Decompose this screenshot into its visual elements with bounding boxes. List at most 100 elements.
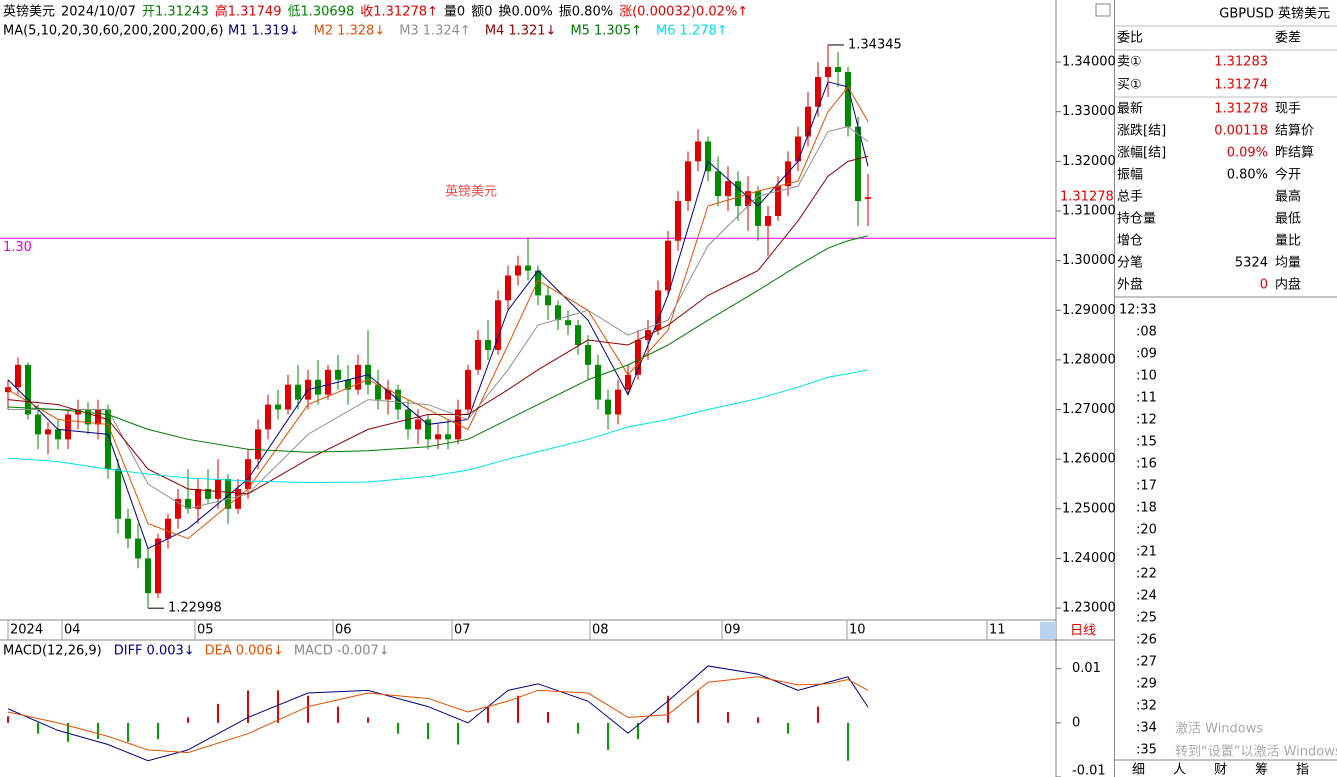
candle-body	[735, 181, 741, 207]
candle-body	[415, 419, 421, 430]
x-tick-label: 05	[197, 623, 214, 638]
row-label: 最新	[1117, 101, 1143, 117]
candle-body	[105, 409, 111, 470]
row-label: 涨幅[结]	[1117, 146, 1166, 161]
x-tick-label: 08	[592, 623, 609, 638]
x-tick-label: 07	[454, 623, 471, 638]
legend-value: 0.003↓	[147, 644, 195, 659]
window-button[interactable]	[1095, 3, 1111, 17]
candle-body	[65, 414, 71, 440]
time-item: :22	[1136, 567, 1157, 582]
tab[interactable]: 筹	[1255, 762, 1268, 777]
row-label2: 现手	[1275, 102, 1301, 117]
row-label: 分笔	[1117, 255, 1143, 271]
period-label: 日线	[1070, 624, 1096, 639]
row-label: 外盘	[1117, 277, 1143, 293]
candle-body	[675, 201, 681, 241]
candle-body	[665, 240, 671, 291]
candle-body	[815, 76, 821, 107]
candle-body	[385, 389, 391, 400]
row-label2: 今开	[1275, 167, 1301, 183]
time-item: :29	[1136, 677, 1157, 692]
header-item: 英镑美元	[3, 4, 55, 20]
candle-body	[575, 325, 581, 346]
row-value: 1.31278	[1214, 102, 1268, 117]
candle-body	[715, 171, 721, 197]
candle-body	[695, 141, 701, 162]
row-label2: 内盘	[1275, 277, 1301, 293]
candle-body	[495, 300, 501, 350]
row-label2: 委差	[1275, 31, 1301, 46]
candle-body	[55, 429, 61, 440]
y-tick-label: 1.32000	[1062, 154, 1116, 169]
header-item: 额0	[471, 5, 492, 20]
macd-line	[7, 665, 869, 762]
candle-body	[465, 369, 471, 410]
candle-body	[335, 369, 341, 380]
time-item: :16	[1136, 457, 1157, 472]
candle-body	[745, 191, 751, 207]
macd-line	[7, 676, 869, 754]
candle-body	[605, 399, 611, 415]
tab[interactable]: 细	[1132, 763, 1145, 777]
x-tick-label: 2024	[10, 623, 43, 638]
ma-line	[7, 235, 869, 453]
panel-title: GBPUSD 英镑美元	[1219, 6, 1330, 22]
candle-body	[445, 434, 451, 440]
macd-title: MACD(12,26,9)	[3, 644, 102, 659]
candle-body	[85, 409, 91, 425]
header-item: 涨(0.00032)0.02%↑	[619, 5, 748, 20]
row-value: 0.00118	[1214, 124, 1268, 139]
legend-title: MA(5,10,20,30,60,200,200,200,6)	[3, 24, 223, 39]
tab[interactable]: 财	[1214, 763, 1227, 777]
row-value: 1.31274	[1214, 78, 1268, 93]
y-tick-label: 1.23000	[1062, 601, 1116, 616]
time-item: :32	[1136, 699, 1157, 714]
legend-value: -0.007↓	[337, 644, 390, 659]
candle-body	[845, 71, 851, 127]
row-label: 卖①	[1117, 55, 1142, 70]
candle-body	[615, 389, 621, 415]
candle-body	[145, 558, 151, 594]
candle-body	[235, 488, 241, 509]
legend-name: M6	[656, 24, 676, 39]
row-label2: 量比	[1275, 234, 1301, 249]
candle-body	[325, 369, 331, 395]
candle-body	[345, 379, 351, 390]
x-tick-label: 04	[64, 623, 81, 638]
candle-body	[565, 320, 571, 326]
candle-body	[855, 126, 861, 202]
time-item: :34	[1136, 721, 1157, 736]
candle-body	[25, 364, 31, 415]
row-value: 1.31283	[1214, 55, 1268, 70]
legend-name: M2	[314, 24, 334, 39]
header-item: 2024/10/07	[61, 5, 136, 20]
candle-body	[135, 538, 141, 559]
candle-body	[255, 429, 261, 460]
y-tick-label: 1.29000	[1062, 303, 1116, 318]
candle-body	[625, 374, 631, 390]
candle-body	[635, 340, 641, 375]
x-tick-label: 10	[849, 623, 866, 638]
header-item: 高1.31749	[215, 4, 282, 20]
legend-name: M1	[228, 24, 248, 39]
last-price-label: 1.31278	[1060, 190, 1114, 205]
candle-body	[515, 265, 521, 276]
candle-body	[475, 340, 481, 370]
legend-value: 1.278↑	[680, 24, 728, 39]
y-tick-label: 1.31000	[1062, 203, 1116, 218]
candle-body	[825, 67, 831, 77]
tab[interactable]: 指	[1296, 763, 1309, 777]
time-item: :25	[1136, 611, 1157, 626]
time-item: :09	[1136, 347, 1157, 362]
time-item: :26	[1136, 633, 1157, 648]
time-item: :15	[1136, 435, 1157, 450]
time-item: :18	[1136, 501, 1157, 516]
horizontal-line-label: 1.30	[3, 240, 32, 255]
header-item: 振0.80%	[559, 5, 613, 20]
y-tick-label: 1.25000	[1062, 501, 1116, 516]
tab[interactable]: 人	[1173, 763, 1186, 777]
row-label: 增仓	[1117, 234, 1143, 249]
scroll-button[interactable]	[1040, 622, 1056, 639]
